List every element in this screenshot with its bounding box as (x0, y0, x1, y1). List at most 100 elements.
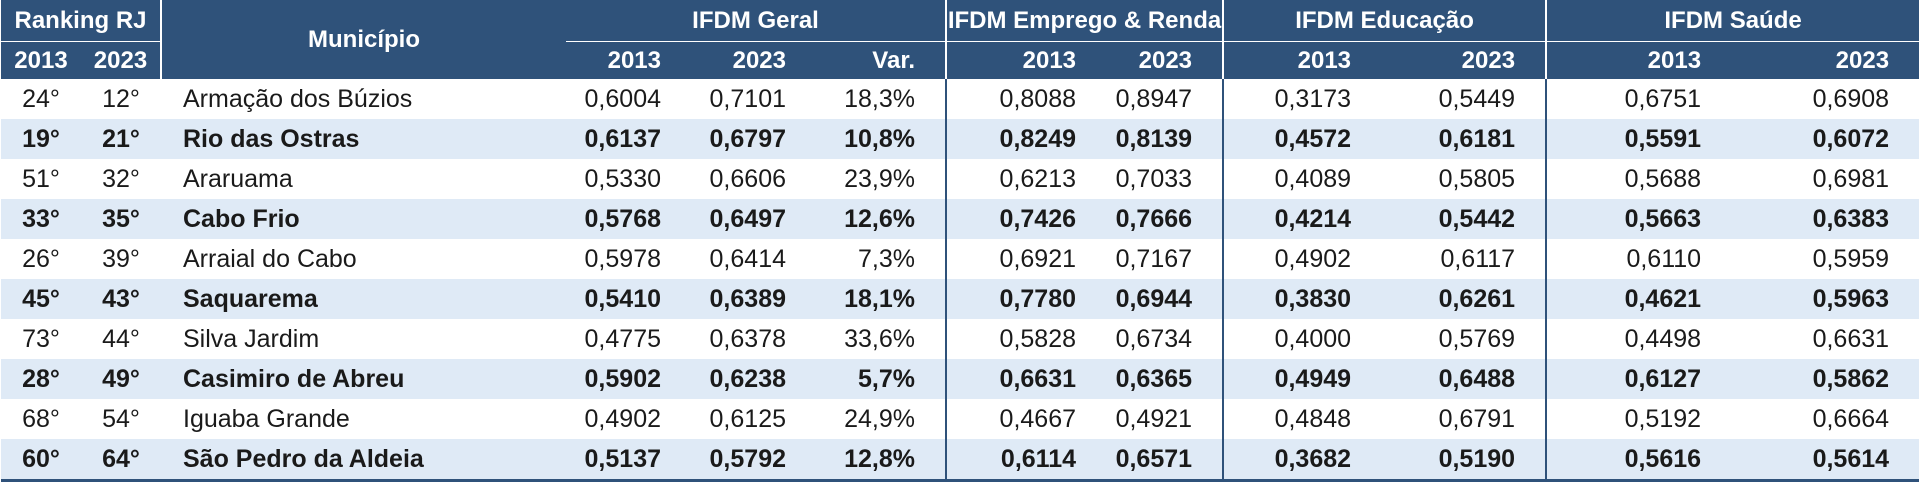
geral-2013: 0,5410 (566, 279, 691, 319)
saude-2023: 0,6981 (1812, 164, 1890, 193)
table-row: 28° 49° Casimiro de Abreu 0,5902 0,6238 … (1, 359, 1920, 399)
rank-2013: 68° (22, 404, 60, 433)
municipio-header: Município (160, 0, 566, 79)
educacao-2023-header: 2023 (1381, 41, 1547, 79)
municipio-name: Armação dos Búzios (183, 84, 413, 113)
educacao-2013: 0,4949 (1222, 359, 1382, 399)
rank-2013: 24° (22, 84, 60, 113)
geral-2013-header: 2013 (566, 41, 691, 79)
educacao-2023: 0,6181 (1381, 119, 1547, 159)
geral-2023: 0,6125 (709, 404, 786, 433)
geral-var: 18,1% (816, 279, 947, 319)
emprego-2013: 0,8088 (945, 79, 1107, 119)
geral-2013: 0,5768 (566, 199, 691, 239)
geral-var: 7,3% (858, 244, 916, 273)
geral-2013: 0,4902 (584, 404, 661, 433)
emprego-2023: 0,8947 (1115, 84, 1193, 113)
geral-2023: 0,6606 (709, 164, 786, 193)
emprego-2013: 0,6921 (945, 239, 1107, 279)
emprego-2023: 0,6365 (1106, 359, 1224, 399)
municipio-name: Cabo Frio (161, 199, 566, 239)
geral-2023: 0,6497 (691, 199, 816, 239)
saude-2013: 0,4498 (1545, 319, 1732, 359)
geral-2013: 0,5978 (584, 244, 661, 273)
geral-2023: 0,6238 (691, 359, 816, 399)
saude-2013: 0,5663 (1545, 199, 1732, 239)
table-row: 68° 54° Iguaba Grande 0,4902 0,6125 24,9… (1, 399, 1919, 439)
saude-2023-header: 2023 (1731, 41, 1920, 79)
geral-2023: 0,7101 (709, 84, 786, 113)
geral-2023: 0,6414 (709, 244, 786, 273)
saude-2013: 0,6127 (1545, 359, 1732, 399)
educacao-2023: 0,5805 (1438, 164, 1516, 193)
saude-2023: 0,5959 (1812, 244, 1890, 273)
geral-var: 18,3% (844, 84, 916, 113)
emprego-2013: 0,4667 (945, 399, 1107, 439)
rank-2023: 39° (102, 244, 140, 273)
geral-2013: 0,4775 (584, 324, 661, 353)
rank-2013: 60° (1, 439, 81, 482)
table-row: 26° 39° Arraial do Cabo 0,5978 0,6414 7,… (1, 239, 1919, 279)
geral-var: 12,6% (816, 199, 947, 239)
saude-2013: 0,5192 (1545, 399, 1732, 439)
ifdm-geral-header: IFDM Geral (566, 0, 947, 42)
emprego-2023: 0,8139 (1106, 119, 1224, 159)
geral-2023-header: 2023 (691, 41, 816, 79)
emprego-2023-header: 2023 (1106, 41, 1224, 79)
rank-2023: 12° (102, 84, 140, 113)
geral-var: 10,8% (816, 119, 947, 159)
saude-2023: 0,6383 (1731, 199, 1920, 239)
geral-2023: 0,6389 (691, 279, 816, 319)
geral-var: 12,8% (816, 439, 947, 482)
ranking-header: Ranking RJ (1, 0, 161, 42)
educacao-2023: 0,5190 (1381, 439, 1547, 482)
saude-2023: 0,5963 (1731, 279, 1920, 319)
educacao-2023: 0,5449 (1438, 84, 1516, 113)
rank-2013: 33° (1, 199, 81, 239)
table-row: 24° 12° Armação dos Búzios 0,6004 0,7101… (1, 79, 1919, 119)
emprego-2023: 0,4921 (1115, 404, 1193, 433)
saude-2023: 0,5862 (1731, 359, 1920, 399)
saude-2013: 0,5688 (1545, 159, 1732, 199)
ranking-2013-header: 2013 (1, 41, 81, 79)
geral-2013: 0,5902 (566, 359, 691, 399)
geral-2023: 0,5792 (691, 439, 816, 482)
educacao-2013-header: 2013 (1222, 41, 1382, 79)
saude-2013: 0,4621 (1545, 279, 1732, 319)
table-row: 19° 21° Rio das Ostras 0,6137 0,6797 10,… (1, 119, 1920, 159)
educacao-2013: 0,3682 (1222, 439, 1382, 482)
ifdm-educacao-header: IFDM Educação (1222, 0, 1547, 42)
emprego-2013-header: 2013 (945, 41, 1107, 79)
rank-2013: 73° (22, 324, 60, 353)
rank-2013: 51° (22, 164, 60, 193)
emprego-2013: 0,8249 (945, 119, 1107, 159)
emprego-2013: 0,7780 (945, 279, 1107, 319)
rank-2023: 21° (81, 119, 161, 159)
emprego-2013: 0,6631 (945, 359, 1107, 399)
table-row: 60° 64° São Pedro da Aldeia 0,5137 0,579… (1, 439, 1920, 482)
emprego-2013: 0,5828 (945, 319, 1107, 359)
educacao-2013: 0,4089 (1222, 159, 1382, 199)
geral-var: 5,7% (816, 359, 947, 399)
geral-2013: 0,5330 (584, 164, 661, 193)
educacao-2023: 0,6261 (1381, 279, 1547, 319)
geral-2023: 0,6378 (709, 324, 786, 353)
rank-2023: 54° (102, 404, 140, 433)
rank-2013: 28° (1, 359, 81, 399)
saude-2013-header: 2013 (1545, 41, 1732, 79)
geral-var: 23,9% (844, 164, 916, 193)
rank-2013: 19° (1, 119, 81, 159)
educacao-2013: 0,4902 (1222, 239, 1382, 279)
emprego-2023: 0,7666 (1106, 199, 1224, 239)
municipio-name: Silva Jardim (183, 324, 320, 353)
saude-2023: 0,6072 (1731, 119, 1920, 159)
ranking-2023-header: 2023 (81, 41, 161, 79)
saude-2013: 0,5591 (1545, 119, 1732, 159)
rank-2013: 26° (22, 244, 60, 273)
table-row: 51° 32° Araruama 0,5330 0,6606 23,9% 0,6… (1, 159, 1919, 199)
rank-2023: 43° (81, 279, 161, 319)
emprego-2013: 0,7426 (945, 199, 1107, 239)
emprego-2023: 0,6944 (1106, 279, 1224, 319)
educacao-2023: 0,6791 (1438, 404, 1516, 433)
